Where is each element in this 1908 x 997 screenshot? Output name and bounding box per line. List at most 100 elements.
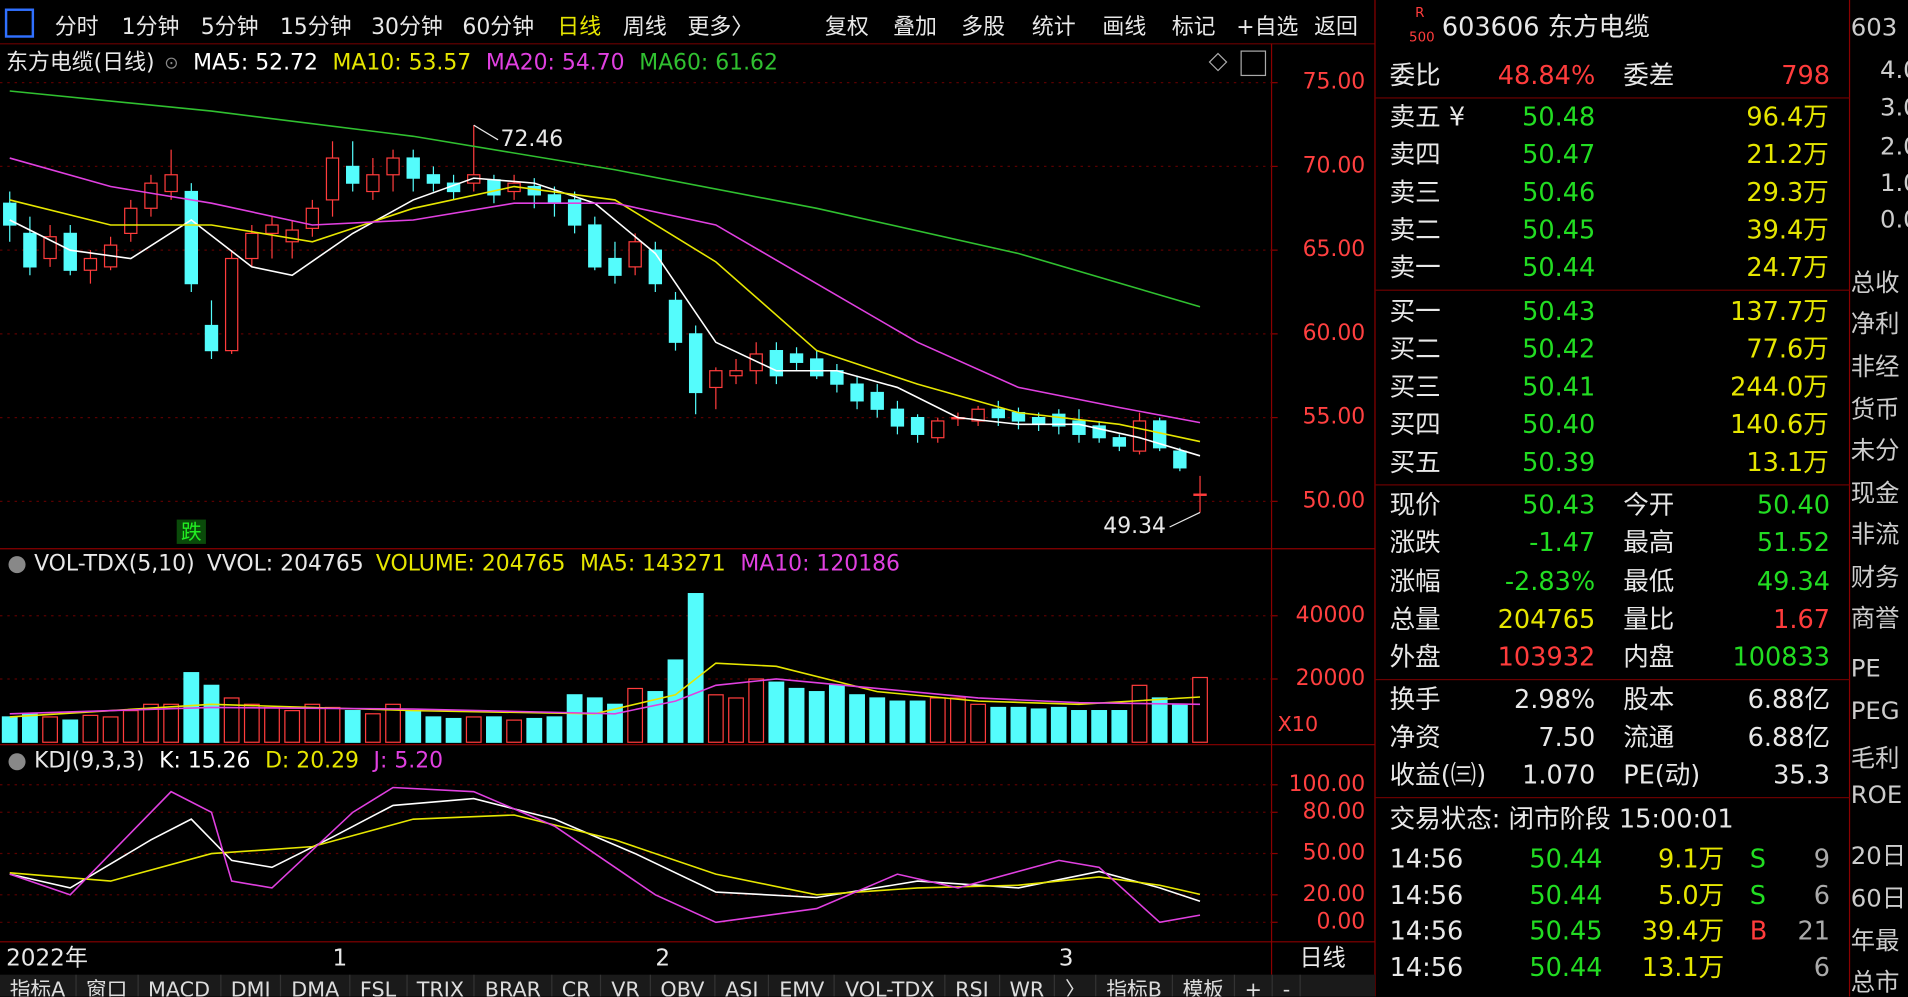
candle-body [1052,413,1066,427]
period-tab[interactable]: 60分钟 [462,14,535,41]
indicator-tab[interactable]: 〉 [1055,974,1097,997]
order-volume: 140.6万 [1730,410,1829,440]
tool-button[interactable]: +自选 [1236,14,1299,41]
indicator-line [9,157,1201,424]
signal-box [176,519,206,544]
candle-body [204,324,219,352]
window-button[interactable] [1240,50,1267,77]
indicator-tab[interactable]: VOL-TDX [835,974,946,997]
value: 103932 [1497,642,1596,672]
period-tab[interactable]: 5分钟 [200,14,259,41]
volume-bar [828,684,845,743]
label: 委比 [1389,60,1441,91]
indicator-tab[interactable]: CR [552,974,602,997]
period-tab[interactable]: 分时 [54,14,99,41]
value: 6.88亿 [1747,722,1831,752]
trade-count: 6 [1813,952,1831,982]
trade-time: 14:56 [1389,952,1464,982]
volume-bar [21,713,38,743]
chart-title: KDJ(9,3,3) [34,749,144,774]
period-tab[interactable]: 更多〉 [687,14,754,41]
candle-body [23,232,37,268]
period-tab[interactable]: 30分钟 [371,14,443,41]
y-tick-label: 100.00 [1289,772,1366,797]
indicator-tab[interactable]: BRAR [475,974,552,997]
tool-button[interactable]: 叠加 [893,14,937,41]
badge: 500 [1409,29,1435,46]
tool-button[interactable]: 统计 [1031,14,1076,41]
indicator-tab[interactable]: MACD [138,974,221,997]
candle-body [366,174,380,193]
order-price: 50.42 [1522,334,1596,364]
side-item: 非经 [1850,351,1900,381]
label: 涨幅 [1389,566,1441,596]
indicator-tab[interactable]: 窗口 [76,974,139,997]
indicator-line [9,678,1201,715]
period-tab[interactable]: 日线 [557,14,602,41]
draw-icon[interactable] [1208,52,1228,72]
period-tab[interactable]: 15分钟 [279,14,352,41]
order-label: 买五 [1389,447,1441,477]
side-item: 603 [1850,12,1898,42]
volume-bar [1050,706,1067,743]
indicator-tab[interactable]: DMI [221,974,282,997]
candle-body [265,224,279,234]
trade-count: 21 [1797,916,1831,946]
volume-bar [546,716,563,743]
side-item: 净利 [1850,309,1900,339]
trade-time: 14:56 [1389,880,1464,910]
indicator-tab[interactable]: RSI [945,974,1000,997]
order-label: 买一 [1389,296,1441,327]
candle-body [991,408,1005,419]
indicator-tab[interactable]: OBV [651,974,716,997]
legend-item: K: 15.26 [159,749,250,774]
panel-header: KDJ(9,3,3) K: 15.26 D: 20.29 J: 5.20 [34,749,443,774]
volume-bar [728,697,744,743]
menu-icon[interactable] [4,8,35,38]
indicator-tab[interactable]: DMA [282,974,351,997]
order-volume: 29.3万 [1746,177,1829,207]
tool-button[interactable]: 返回 [1314,14,1358,41]
tool-button[interactable]: 复权 [824,14,869,41]
period-tab[interactable]: 周线 [623,14,667,41]
indicator-tab[interactable]: FSL [350,974,408,997]
volume-bar [1071,710,1087,743]
volume-bar [122,710,139,743]
indicator-tab[interactable]: 指标A [0,974,77,997]
tool-button[interactable]: 画线 [1102,14,1147,41]
value: 49.34 [1756,566,1831,596]
indicator-tab[interactable]: + [1235,974,1273,997]
indicator-tab[interactable]: VR [601,974,651,997]
indicator-tab[interactable]: - [1273,974,1302,997]
volume-bar [1030,708,1047,743]
legend-item: MA5: 143271 [580,552,726,577]
collapse-icon: ⊙ [164,53,178,73]
value: 100833 [1732,642,1831,672]
candle-body [3,202,17,226]
tool-button[interactable]: 标记 [1171,14,1216,41]
indicator-tab[interactable]: EMV [769,974,836,997]
indicator-tab[interactable]: ASI [715,974,770,997]
volume-bar [82,714,99,743]
side-item: 0.0 [1879,204,1908,234]
candle-body [83,257,98,271]
collapse-icon [8,556,26,574]
period-tab[interactable]: 1分钟 [121,14,180,41]
indicator-tab[interactable]: 指标B [1097,974,1173,997]
indicator-tab[interactable]: TRIX [407,974,476,997]
y-tick-label: 55.00 [1303,405,1366,430]
volume-bar [324,706,341,743]
label: 最高 [1623,528,1675,558]
volume-bar [1192,676,1208,743]
order-volume: 21.2万 [1746,139,1829,170]
label: 涨跌 [1389,528,1441,558]
volume-bar [788,687,805,743]
indicator-tab[interactable]: WR [1000,974,1056,997]
candle-body [1031,416,1046,425]
indicator-tab[interactable]: 模板 [1173,974,1235,997]
tool-button[interactable]: 多股 [961,14,1006,41]
volume-bar [445,717,462,743]
candle-body [729,370,743,377]
annotation-leader [1169,511,1201,528]
